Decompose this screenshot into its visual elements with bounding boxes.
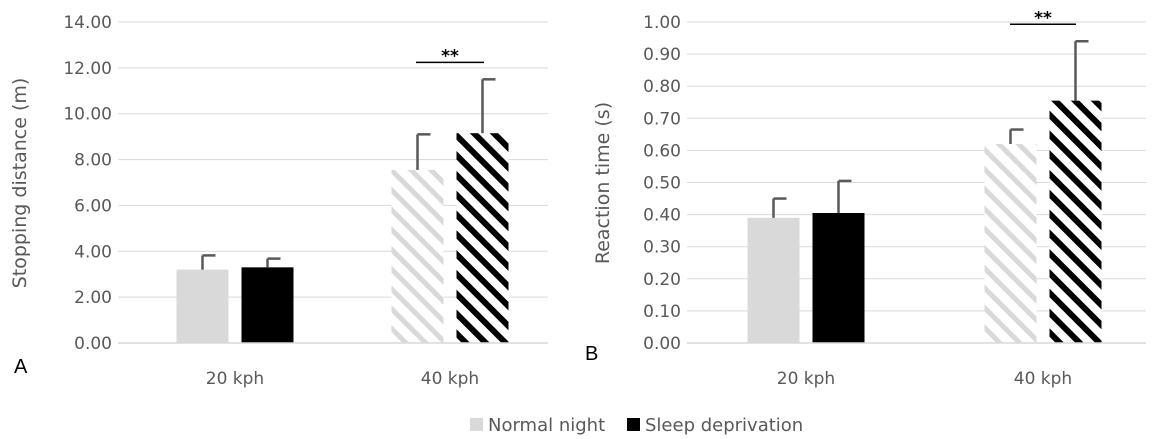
chart-panel-b: 0.00 0.10 0.20 0.30 0.40 0.50 0.60 0.70 0.80 0.90… bbox=[585, 8, 1146, 389]
bar-b-normal-0 bbox=[747, 217, 800, 343]
y-tick-label-b-1: 0.10 bbox=[643, 302, 681, 322]
y-axis-title-a: Stopping distance (m) bbox=[9, 78, 31, 289]
y-axis-title-b: Reaction time (s) bbox=[592, 102, 614, 264]
y-tick-label-a-0: 0.00 bbox=[74, 334, 112, 354]
x-tick-label-b-0: 20 kph bbox=[777, 369, 835, 389]
y-tick-label-b-3: 0.30 bbox=[643, 238, 681, 258]
bar-b-normal-1 bbox=[984, 143, 1037, 343]
y-tick-label-b-9: 0.90 bbox=[643, 45, 681, 65]
legend-swatch-sleep-deprivation bbox=[627, 418, 640, 431]
x-tick-label-b-1: 40 kph bbox=[1014, 369, 1072, 389]
legend: Normal night Sleep deprivation bbox=[470, 415, 803, 436]
x-tick-label-a-1: 40 kph bbox=[421, 369, 479, 389]
y-tick-label-a-6: 12.00 bbox=[63, 59, 112, 79]
y-tick-label-a-2: 4.00 bbox=[74, 242, 112, 262]
y-tick-label-a-3: 6.00 bbox=[74, 196, 112, 216]
y-tick-label-b-2: 0.20 bbox=[643, 270, 681, 290]
panel-letter-b: B bbox=[585, 343, 598, 365]
significance-label-b-0: ** bbox=[1034, 8, 1052, 28]
y-tick-label-b-0: 0.00 bbox=[643, 334, 681, 354]
bar-a-sleep-1 bbox=[456, 133, 509, 343]
legend-swatch-normal-night bbox=[470, 418, 483, 431]
chart-panel-a: 0.00 2.00 4.00 6.00 8.00 10.00 12.00 14.00 Stopp… bbox=[9, 13, 548, 389]
bar-a-normal-0 bbox=[176, 269, 229, 343]
legend-label-normal-night: Normal night bbox=[488, 415, 605, 436]
y-tick-label-b-4: 0.40 bbox=[643, 206, 681, 226]
bar-a-normal-1 bbox=[391, 169, 444, 343]
x-tick-label-a-0: 20 kph bbox=[206, 369, 264, 389]
y-tick-label-b-6: 0.60 bbox=[643, 141, 681, 161]
y-tick-label-b-7: 0.70 bbox=[643, 109, 681, 129]
panel-letter-a: A bbox=[14, 356, 28, 378]
y-tick-label-b-10: 1.00 bbox=[643, 13, 681, 33]
y-tick-label-a-4: 8.00 bbox=[74, 151, 112, 171]
y-tick-label-a-1: 2.00 bbox=[74, 288, 112, 308]
bar-b-sleep-1 bbox=[1049, 100, 1102, 344]
y-tick-label-b-5: 0.50 bbox=[643, 174, 681, 194]
y-tick-label-a-7: 14.00 bbox=[63, 13, 112, 33]
bar-b-sleep-0 bbox=[812, 212, 865, 343]
legend-label-sleep-deprivation: Sleep deprivation bbox=[645, 415, 803, 436]
y-tick-label-a-5: 10.00 bbox=[63, 105, 112, 125]
significance-label-a-0: ** bbox=[441, 46, 459, 66]
bar-a-sleep-0 bbox=[241, 267, 294, 343]
y-tick-label-b-8: 0.80 bbox=[643, 77, 681, 97]
